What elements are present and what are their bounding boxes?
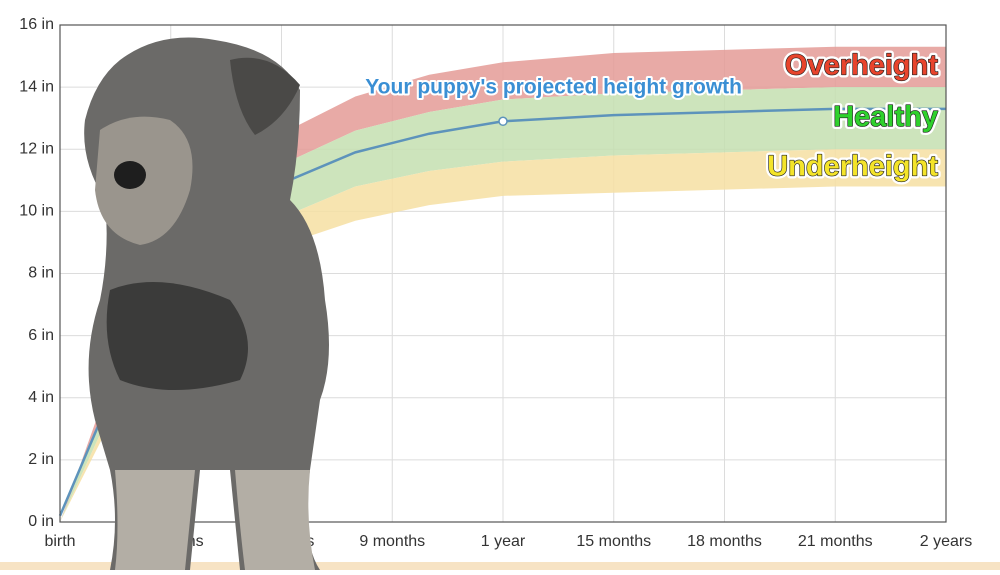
- y-tick-label: 12 in: [19, 140, 54, 157]
- y-tick-label: 4 in: [28, 389, 54, 406]
- band-label-outline: Healthy: [833, 101, 938, 133]
- x-tick-label: 21 months: [798, 533, 873, 550]
- x-tick-label: 1 year: [481, 533, 526, 550]
- y-tick-label: 0 in: [28, 513, 54, 530]
- plot-frame: [59, 24, 947, 523]
- bottom-strip: [0, 562, 1000, 570]
- band-label: Healthy: [833, 101, 938, 133]
- dog-illustration: [84, 37, 329, 570]
- y-tick-label: 2 in: [28, 451, 54, 468]
- x-tick-label: birth: [44, 533, 75, 550]
- band-label-outline: Overheight: [785, 50, 938, 82]
- y-tick-label: 14 in: [19, 78, 54, 95]
- y-tick-label: 10 in: [19, 203, 54, 220]
- y-tick-label: 8 in: [28, 265, 54, 282]
- y-tick-label: 16 in: [19, 16, 54, 33]
- labels: 0 in 2 in 4 in 6 in 8 in 10 in 12 in 14 in 16 in…: [19, 16, 972, 550]
- annotation: Your puppy's projected height growth: [365, 76, 742, 99]
- highlight-point: [498, 116, 508, 127]
- y-tick-label: 6 in: [28, 327, 54, 344]
- x-tick-label: 15 months: [576, 533, 651, 550]
- x-tick-label: 2 years: [920, 533, 972, 550]
- band-label: Underheight: [767, 151, 938, 183]
- x-tick-label: 18 months: [687, 533, 762, 550]
- band-label-outline: Underheight: [767, 151, 938, 183]
- band-label: Overheight: [785, 50, 938, 82]
- x-tick-label: 9 months: [359, 533, 425, 550]
